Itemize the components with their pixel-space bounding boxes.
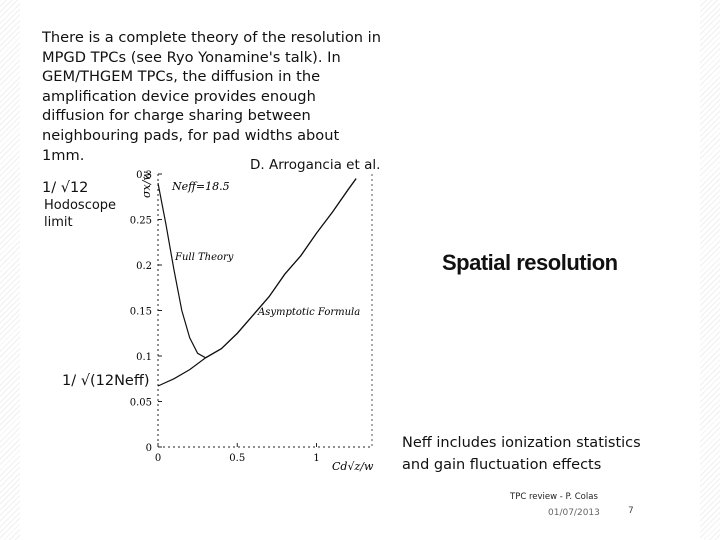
y-tick-label: 0: [146, 443, 152, 454]
x-tick-label: 1: [313, 453, 319, 464]
y-tick-label: 0.25: [130, 216, 152, 227]
slide-title: Spatial resolution: [442, 250, 618, 275]
y-axis-label: σx/w: [140, 171, 153, 198]
asymptotic-formula-curve: [157, 178, 357, 387]
x-axis-label: Cd√z/w: [332, 460, 374, 473]
asymptotic-label: Asymptotic Formula: [257, 307, 360, 318]
full-theory-curve: [157, 178, 357, 359]
right-border-pattern: [700, 0, 720, 540]
label-inv-sqrt12: 1/ √12: [42, 180, 89, 196]
full-theory-label: Full Theory: [174, 252, 234, 263]
y-tick-label: 0.3: [136, 170, 152, 181]
label-hodoscope-limit: Hodoscope limit: [44, 198, 117, 230]
page-number: 7: [628, 506, 634, 516]
x-tick-label: 0.5: [229, 453, 245, 464]
footer-date: 01/07/2013: [548, 508, 600, 518]
y-tick-label: 0.1: [136, 352, 152, 363]
x-tick-label: 0: [155, 453, 161, 464]
neff-note: Neff includes ionization statistics and …: [402, 435, 641, 473]
reference-citation: D. Arrogancia et al.: [250, 157, 381, 173]
label-inv-sqrt12neff: 1/ √(12Neff): [62, 373, 150, 389]
resolution-plot: 00.050.10.150.20.250.30 0.5 1 σx/w Cd√z/w …: [130, 170, 374, 473]
y-tick-label: 0.05: [130, 398, 152, 409]
footer-text: TPC review - P. Colas: [510, 492, 598, 502]
y-tick-label: 0.15: [130, 307, 152, 318]
neff-annotation: Neff=18.5: [171, 180, 230, 193]
body-paragraph: There is a complete theory of the resolu…: [42, 29, 381, 164]
y-tick-label: 0.2: [136, 261, 152, 272]
left-border-pattern: [0, 0, 20, 540]
